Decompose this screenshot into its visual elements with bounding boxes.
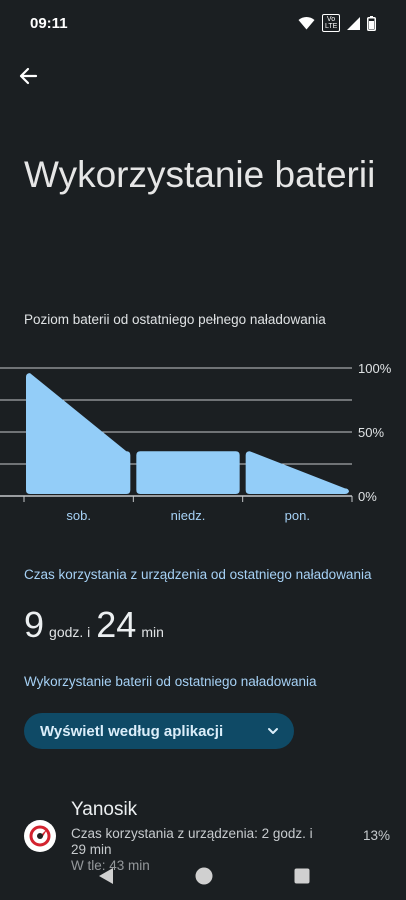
y-tick-label: 0% <box>358 489 377 504</box>
status-bar: 09:11 Vo LTE <box>0 0 406 44</box>
recents-square-icon[interactable] <box>292 866 312 886</box>
app-name: Yanosik <box>71 799 138 820</box>
home-circle-icon[interactable] <box>194 866 214 886</box>
battery-segment-3 <box>245 451 349 494</box>
yanosik-app-icon <box>24 820 56 852</box>
battery-segment-2 <box>136 451 240 494</box>
chart-caption: Poziom baterii od ostatniego pełnego nał… <box>24 312 326 327</box>
signal-icon <box>347 16 360 30</box>
system-icons: Vo LTE <box>298 14 376 32</box>
battery-usage-label: Wykorzystanie baterii od ostatniego nała… <box>24 674 317 689</box>
app-background-time: W tle: 43 min <box>71 858 150 873</box>
x-tick-label: niedz. <box>171 508 206 523</box>
app-battery-percent: 13% <box>362 828 390 843</box>
screen-time-value: 9 godz. i 24 min <box>24 604 170 646</box>
volte-icon: Vo LTE <box>322 14 340 32</box>
wifi-icon <box>298 16 315 30</box>
chevron-down-icon <box>268 728 278 734</box>
navigation-bar <box>0 852 406 900</box>
screen-time-hours: 9 <box>24 604 45 645</box>
y-tick-label: 50% <box>358 425 384 440</box>
view-by-app-label: Wyświetl według aplikacji <box>40 722 224 740</box>
arrow-left-icon <box>19 67 38 85</box>
battery-icon <box>367 15 376 31</box>
screen-time-label: Czas korzystania z urządzenia od ostatni… <box>24 567 372 582</box>
x-tick-label: pon. <box>285 508 310 523</box>
battery-segment-1 <box>26 373 131 494</box>
screen-time-hours-unit: godz. i <box>49 624 91 640</box>
app-screen-time: Czas korzystania z urządzenia: 2 godz. i… <box>71 826 313 857</box>
app-usage-row-yanosik[interactable]: Yanosik Czas korzystania z urządzenia: 2… <box>0 792 406 882</box>
y-tick-label: 100% <box>358 361 392 376</box>
view-by-app-dropdown[interactable]: Wyświetl według aplikacji <box>24 713 294 749</box>
screen-time-minutes: 24 <box>96 604 137 645</box>
screen-time-minutes-unit: min <box>141 624 164 640</box>
x-tick-label: sob. <box>66 508 91 523</box>
page-title: Wykorzystanie baterii <box>24 154 376 195</box>
clock: 09:11 <box>30 15 68 32</box>
battery-level-chart: 100% 50% 0% sob. niedz. pon. <box>0 361 392 523</box>
back-triangle-icon[interactable] <box>96 866 116 886</box>
back-button[interactable] <box>14 62 42 90</box>
